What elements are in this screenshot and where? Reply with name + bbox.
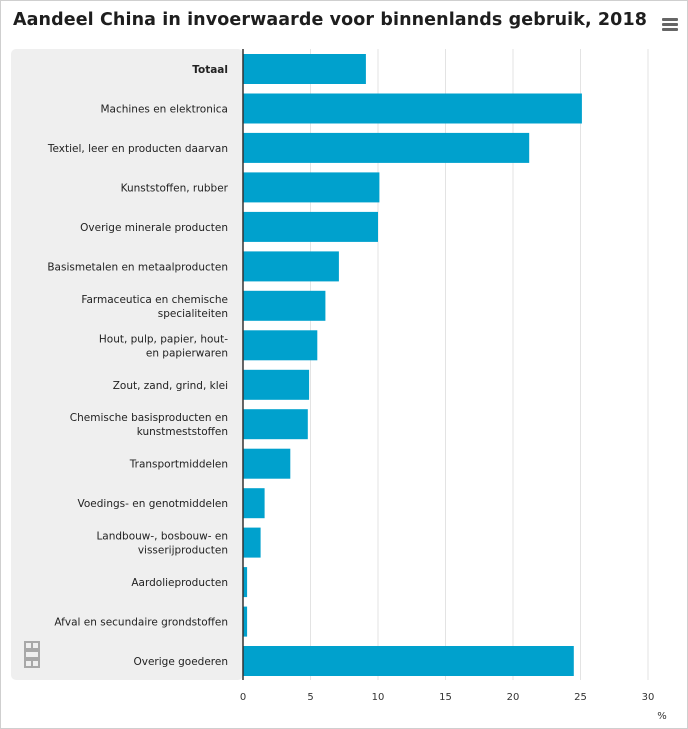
x-tick-label: 25 [574, 692, 587, 703]
bar[interactable] [243, 527, 261, 558]
bar[interactable] [243, 448, 291, 479]
category-label-line: Landbouw-, bosbouw- en [96, 531, 228, 543]
category-label: Voedings- en genotmiddelen [78, 498, 229, 510]
category-label-line: Farmaceutica en chemische [81, 294, 228, 306]
category-label-line: Textiel, leer en producten daarvan [47, 143, 228, 155]
category-label-line: Afval en secundaire grondstoffen [54, 617, 228, 629]
category-label-line: Totaal [192, 64, 228, 76]
category-label: Textiel, leer en producten daarvan [47, 143, 228, 155]
bar[interactable] [243, 330, 318, 361]
category-label-line: Hout, pulp, papier, hout- [99, 333, 228, 345]
category-label-line: Kunststoffen, rubber [121, 182, 229, 194]
category-label-line: Machines en elektronica [100, 104, 228, 116]
bar[interactable] [243, 132, 530, 163]
category-label: Overige minerale producten [80, 222, 228, 234]
category-label-line: Aardolieproducten [131, 577, 228, 589]
x-axis: 0 5 10 15 20 25 30% [240, 49, 667, 722]
category-label: Transportmiddelen [129, 459, 228, 471]
category-labels: Totaal Machines en elektronica Textiel, le… [47, 64, 229, 668]
category-label: Kunststoffen, rubber [121, 182, 229, 194]
bar[interactable] [243, 251, 339, 282]
bar[interactable] [243, 606, 248, 637]
category-label-line: Overige minerale producten [80, 222, 228, 234]
chart-title: Aandeel China in invoerwaarde voor binne… [13, 10, 648, 30]
cbs-logo-icon [24, 641, 40, 668]
category-label: Landbouw-, bosbouw- en visserijproducten [96, 531, 228, 557]
category-label-line: Overige goederen [133, 656, 228, 668]
category-label-panel [11, 49, 243, 680]
category-label: Aardolieproducten [131, 577, 228, 589]
category-label-line: Transportmiddelen [129, 459, 228, 471]
category-label: Chemische basisproducten en kunstmeststof… [70, 412, 228, 438]
category-label-line: Chemische basisproducten en [70, 412, 228, 424]
x-tick-label: 10 [372, 692, 385, 703]
x-tick-label: 0 [240, 692, 246, 703]
category-label: Machines en elektronica [100, 104, 228, 116]
category-label: Overige goederen [133, 656, 228, 668]
bar[interactable] [243, 290, 326, 321]
x-tick-label: 30 [642, 692, 655, 703]
bars [243, 54, 582, 676]
bar[interactable] [243, 567, 248, 598]
x-tick-label: 5 [307, 692, 313, 703]
category-label: Hout, pulp, papier, hout-en papierwaren [99, 333, 228, 359]
bar[interactable] [243, 93, 582, 124]
bar[interactable] [243, 488, 265, 519]
bar[interactable] [243, 369, 310, 400]
category-label: Totaal [192, 64, 228, 76]
x-tick-label: 15 [439, 692, 452, 703]
category-label: Basismetalen en metaalproducten [47, 261, 228, 273]
category-label-line: specialiteiten [158, 308, 228, 320]
hamburger-menu-icon[interactable] [661, 17, 679, 33]
x-tick-label: 20 [507, 692, 520, 703]
category-label-line: en papierwaren [146, 347, 228, 359]
bar[interactable] [243, 646, 574, 676]
category-label-line: visserijproducten [138, 545, 228, 557]
category-label: Zout, zand, grind, klei [113, 380, 228, 392]
category-label: Farmaceutica en chemische specialiteiten [81, 294, 228, 320]
category-label-line: Zout, zand, grind, klei [113, 380, 228, 392]
x-axis-unit-label: % [657, 711, 667, 722]
bar[interactable] [243, 211, 378, 242]
category-label: Afval en secundaire grondstoffen [54, 617, 228, 629]
category-label-line: kunstmeststoffen [137, 426, 228, 438]
category-label-line: Voedings- en genotmiddelen [78, 498, 229, 510]
bar[interactable] [243, 54, 366, 84]
bar[interactable] [243, 409, 308, 440]
bar[interactable] [243, 172, 380, 203]
category-label-line: Basismetalen en metaalproducten [47, 261, 228, 273]
